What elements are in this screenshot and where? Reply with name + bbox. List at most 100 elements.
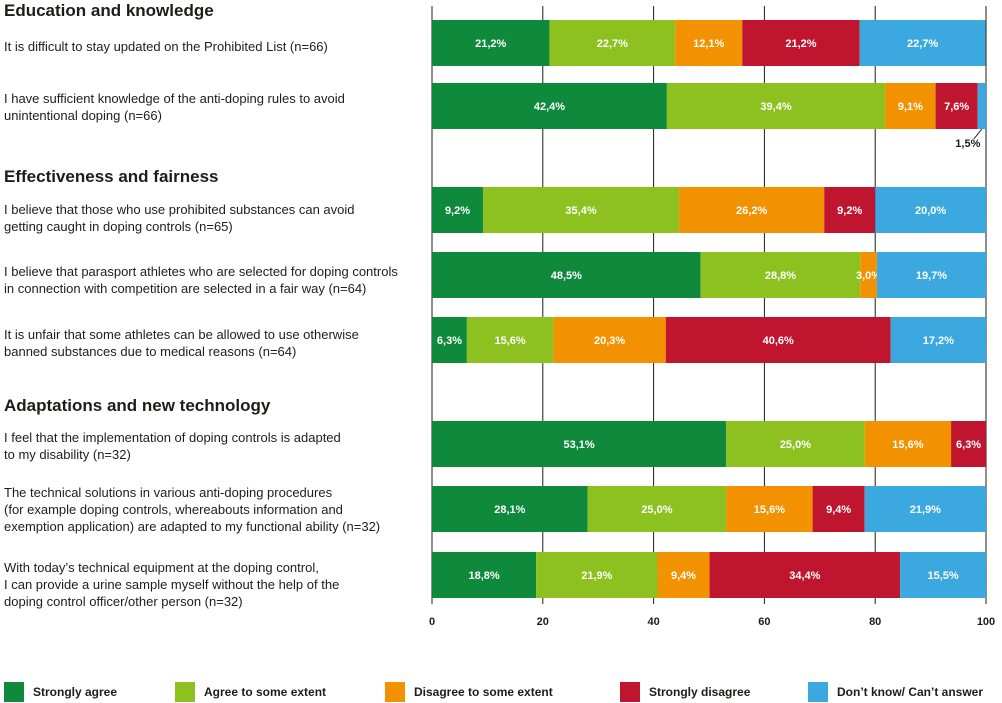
- data-label-q3-s3: 26,2%: [736, 205, 767, 217]
- data-label-q8-s3: 9,4%: [671, 570, 696, 582]
- bar-q2-s4: [935, 83, 978, 129]
- bar-q5-s1: [432, 317, 467, 363]
- data-label-q6-s3: 15,6%: [892, 439, 923, 451]
- bar-q5-s2: [466, 317, 554, 363]
- x-tick-label-80: 80: [869, 616, 881, 628]
- data-label-q3-s1: 9,2%: [445, 205, 470, 217]
- data-label-q5-s1: 6,3%: [437, 335, 462, 347]
- data-label-q7-s5: 21,9%: [910, 504, 941, 516]
- legend-label-strongly-agree: Strongly agree: [33, 685, 118, 699]
- legend-label-dont-know: Don’t know/ Can’t answer: [837, 685, 984, 699]
- data-label-q8-s2: 21,9%: [581, 570, 612, 582]
- data-label-q5-s2: 15,6%: [495, 335, 526, 347]
- bar-q6-s2: [726, 421, 865, 467]
- x-tick-label-100: 100: [977, 616, 995, 628]
- bar-q6-s3: [864, 421, 952, 467]
- question-label-7: The technical solutions in various anti-…: [4, 485, 381, 534]
- data-label-q7-s1: 28,1%: [494, 504, 525, 516]
- bar-q3-s5: [875, 187, 986, 233]
- legend-label-strongly-disagree: Strongly disagree: [649, 685, 751, 699]
- bar-q7-s2: [587, 486, 727, 532]
- legend-item-dont-know: Don’t know/ Can’t answer: [808, 682, 983, 702]
- bar-q4-s2: [700, 252, 861, 298]
- data-label-q2-s2: 39,4%: [760, 101, 791, 113]
- bar-q3-s1: [432, 187, 483, 233]
- bar-q7-s5: [864, 486, 986, 532]
- bar-q8-s5: [900, 552, 986, 598]
- data-label-q5-s5: 17,2%: [923, 335, 954, 347]
- bar-q3-s2: [482, 187, 680, 233]
- question-label-5: It is unfair that some athletes can be a…: [4, 327, 359, 359]
- data-label-q4-s3: 3,0%: [856, 270, 881, 282]
- legend-swatch-dont-know: [808, 682, 828, 702]
- data-label-q2-s5: 1,5%: [955, 138, 980, 150]
- bar-q7-s3: [726, 486, 813, 532]
- bar-q7-s1: [432, 486, 588, 532]
- legend-item-strongly-agree: Strongly agree: [4, 682, 117, 702]
- data-label-q6-s1: 53,1%: [563, 439, 594, 451]
- leader-line-q2-s5: [973, 128, 983, 140]
- data-label-q4-s5: 19,7%: [916, 270, 947, 282]
- section-title-adaptations: Adaptations and new technology: [4, 396, 271, 415]
- x-tick-label-20: 20: [537, 616, 549, 628]
- legend-swatch-strongly-disagree: [620, 682, 640, 702]
- bar-q1-s5: [859, 20, 986, 66]
- stacked-bar-chart: 21,2% 22,7% 12,1% 21,2% 22,7% 42,4% 39,4% 9,1% 7…: [429, 6, 995, 628]
- data-label-q6-s2: 25,0%: [780, 439, 811, 451]
- bar-q1-s2: [549, 20, 676, 66]
- bar-q5-s3: [553, 317, 666, 363]
- legend-swatch-strongly-agree: [4, 682, 24, 702]
- data-label-q5-s3: 20,3%: [594, 335, 625, 347]
- bar-q7-s4: [812, 486, 865, 532]
- data-label-q2-s1: 42,4%: [534, 101, 565, 113]
- legend-swatch-agree-some: [175, 682, 195, 702]
- bar-q6-s1: [432, 421, 727, 467]
- data-label-q4-s1: 48,5%: [551, 270, 582, 282]
- legend-label-agree-some: Agree to some extent: [204, 685, 327, 699]
- legend-swatch-disagree-some: [385, 682, 405, 702]
- data-label-q8-s1: 18,8%: [468, 570, 499, 582]
- bar-q6-s4: [951, 421, 986, 467]
- data-label-q1-s3: 12,1%: [693, 38, 724, 50]
- x-tick-label-0: 0: [429, 616, 435, 628]
- bar-q3-s3: [679, 187, 825, 233]
- data-label-q2-s4: 7,6%: [944, 101, 969, 113]
- bar-q8-s1: [432, 552, 537, 598]
- data-label-q1-s5: 22,7%: [907, 38, 938, 50]
- question-label-8: With today’s technical equipment at the …: [4, 560, 340, 609]
- question-label-2: I have sufficient knowledge of the anti-…: [4, 91, 345, 123]
- legend-label-disagree-some: Disagree to some extent: [414, 685, 553, 699]
- data-label-q1-s1: 21,2%: [475, 38, 506, 50]
- bar-q8-s4: [709, 552, 901, 598]
- data-label-q5-s4: 40,6%: [763, 335, 794, 347]
- bar-q8-s3: [657, 552, 710, 598]
- legend-item-agree-some: Agree to some extent: [175, 682, 326, 702]
- bar-q2-s1: [432, 83, 667, 129]
- data-label-q1-s2: 22,7%: [597, 38, 628, 50]
- bar-q4-s1: [432, 252, 701, 298]
- section-title-effectiveness: Effectiveness and fairness: [4, 167, 219, 186]
- question-label-3: I believe that those who use prohibited …: [4, 202, 355, 234]
- bar-q2-s3: [885, 83, 936, 129]
- data-label-q4-s2: 28,8%: [765, 270, 796, 282]
- bar-q1-s1: [432, 20, 550, 66]
- data-label-q3-s2: 35,4%: [565, 205, 596, 217]
- data-label-q7-s4: 9,4%: [826, 504, 851, 516]
- data-label-q7-s2: 25,0%: [641, 504, 672, 516]
- bar-q4-s3: [860, 252, 877, 298]
- section-title-education: Education and knowledge: [4, 1, 214, 20]
- bar-q8-s2: [536, 552, 658, 598]
- x-tick-label-40: 40: [647, 616, 659, 628]
- bar-q2-s2: [666, 83, 886, 129]
- question-label-6: I feel that the implementation of doping…: [4, 430, 341, 462]
- legend-item-strongly-disagree: Strongly disagree: [620, 682, 750, 702]
- data-label-q8-s4: 34,4%: [789, 570, 820, 582]
- bar-q5-s5: [890, 317, 986, 363]
- question-label-4: I believe that parasport athletes who ar…: [4, 264, 398, 296]
- bar-q3-s4: [824, 187, 876, 233]
- data-label-q2-s3: 9,1%: [898, 101, 923, 113]
- data-label-q3-s5: 20,0%: [915, 205, 946, 217]
- legend-item-disagree-some: Disagree to some extent: [385, 682, 553, 702]
- bar-q4-s5: [876, 252, 986, 298]
- data-label-q8-s5: 15,5%: [927, 570, 958, 582]
